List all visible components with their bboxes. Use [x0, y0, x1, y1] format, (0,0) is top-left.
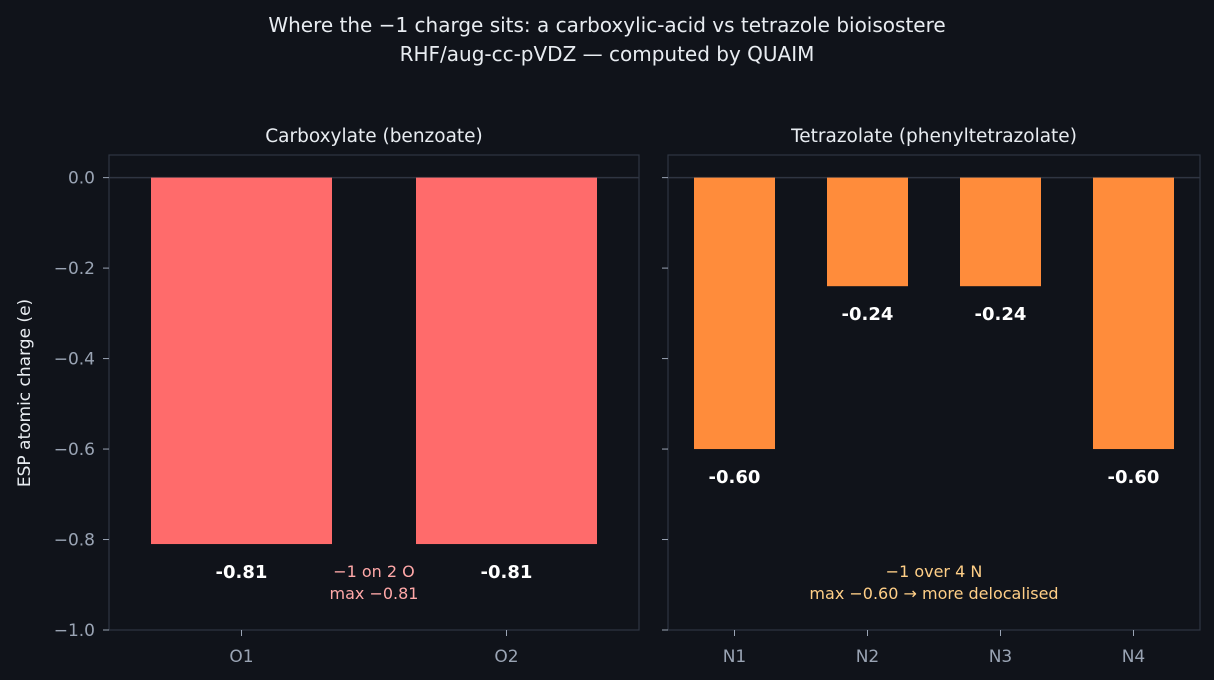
bar-n2 [827, 177, 908, 287]
tetrazolate-panel: Tetrazolate (phenyltetrazolate) -0.60 N1 -0… [662, 126, 1201, 667]
y-tick-label: 0.0 [68, 169, 95, 189]
bar-value-label: -0.60 [709, 467, 761, 488]
bar-n3 [960, 177, 1041, 287]
panel-title: Tetrazolate (phenyltetrazolate) [790, 126, 1077, 147]
bar-o1 [151, 177, 332, 545]
bar-o2 [416, 177, 597, 545]
figure-subtitle: RHF/aug-cc-pVDZ — computed by QUAIM [400, 42, 815, 66]
x-tick-label: N3 [989, 647, 1013, 667]
x-tick-label: N1 [723, 647, 747, 667]
carboxylate-panel: Carboxylate (benzoate) 0.0 −0.2 −0.4 −0.6 −0.… [54, 126, 640, 667]
axes-frame [667, 154, 1201, 631]
bar-n4 [1093, 177, 1174, 450]
bar-value-label: -0.60 [1108, 467, 1160, 488]
y-tick-label: −0.4 [54, 350, 95, 370]
annotation-line1: −1 on 2 O [333, 562, 415, 581]
annotation-line2: max −0.81 [330, 584, 419, 603]
annotation-line2: max −0.60 → more delocalised [809, 584, 1058, 603]
bar-n1 [694, 177, 775, 450]
x-tick-label: N2 [856, 647, 880, 667]
figure-title: Where the −1 charge sits: a carboxylic-a… [268, 13, 945, 37]
panel-title: Carboxylate (benzoate) [265, 126, 483, 147]
y-tick-label: −0.2 [54, 259, 95, 279]
x-tick-label: O2 [494, 647, 518, 667]
y-tick-label: −1.0 [54, 621, 95, 641]
bar-value-label: -0.24 [842, 304, 894, 325]
x-tick-label: N4 [1122, 647, 1146, 667]
bar-value-label: -0.81 [481, 562, 533, 583]
annotation-line1: −1 over 4 N [886, 562, 983, 581]
axes-frame [108, 154, 640, 631]
y-tick-label: −0.6 [54, 440, 95, 460]
y-tick-label: −0.8 [54, 531, 95, 551]
bar-value-label: -0.24 [975, 304, 1027, 325]
bar-value-label: -0.81 [216, 562, 268, 583]
x-tick-label: O1 [229, 647, 253, 667]
y-axis-label: ESP atomic charge (e) [15, 299, 35, 487]
